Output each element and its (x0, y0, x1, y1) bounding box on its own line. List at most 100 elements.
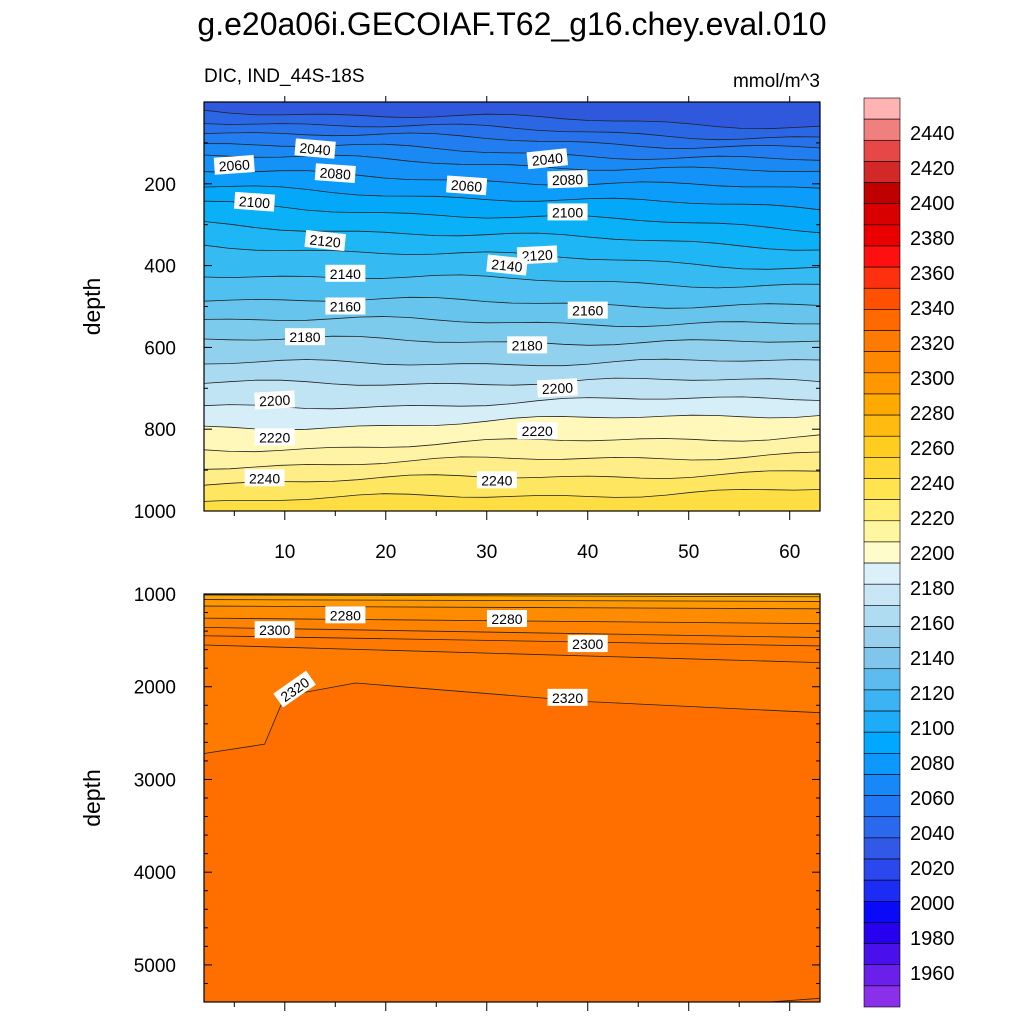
contour-label-text: 2180 (289, 329, 320, 345)
colorbar-box (863, 647, 901, 670)
contour-line-2310 (204, 644, 820, 664)
y-tick-label: 600 (144, 338, 176, 359)
contour-label-text: 2220 (259, 429, 290, 445)
contour-label-text: 2160 (572, 303, 603, 319)
x-tick-label: 10 (274, 542, 295, 563)
contour-line-2090 (204, 185, 820, 211)
contour-line-2270 (204, 599, 820, 602)
contour-label-text: 2280 (330, 607, 361, 623)
colorbar-box (863, 541, 901, 564)
colorbar-box (863, 837, 901, 860)
colorbar-box (863, 435, 901, 458)
colorbar-label: 1960 (910, 963, 955, 985)
contour-line-2150 (204, 316, 820, 328)
colorbar-label: 1980 (910, 928, 955, 950)
x-tick-label: 30 (476, 542, 497, 563)
contour-line-2080 (204, 170, 820, 189)
contour-line-2200 (204, 414, 820, 431)
contour-label-text: 2100 (238, 193, 270, 211)
contour-label-text: 2060 (450, 177, 482, 195)
contour-line-2220 (204, 451, 820, 470)
colorbar-label: 2360 (910, 263, 955, 285)
y-tick-label: 200 (144, 175, 176, 196)
contour-line-2305 (204, 635, 820, 647)
contour-label: 2120 (304, 230, 347, 252)
y-tick-label: 400 (144, 257, 176, 278)
colorbar-label: 2240 (910, 473, 955, 495)
colorbar-label: 2440 (910, 123, 955, 145)
colorbar-box (863, 330, 901, 352)
x-tick-label: 20 (375, 542, 396, 563)
colorbar-label: 2280 (910, 403, 955, 425)
colorbar-box (863, 731, 901, 754)
colorbar-box (863, 203, 901, 226)
colorbar-label: 2320 (910, 333, 955, 355)
colorbar-box (863, 161, 901, 183)
contour-label-text: 2040 (531, 150, 564, 169)
colorbar-box (863, 816, 901, 839)
contour-label-text: 2240 (249, 470, 280, 486)
colorbar-label: 2020 (910, 858, 955, 880)
colorbar-box (863, 245, 901, 268)
colorbar-label: 2140 (910, 648, 955, 670)
contour-label-text: 2120 (521, 247, 553, 265)
colorbar-label: 2420 (910, 158, 955, 180)
colorbar-box (863, 985, 901, 1008)
contour-label-text: 2300 (572, 636, 603, 652)
contour-line-2210 (204, 434, 820, 453)
contour-band-2240 (204, 489, 820, 511)
contour-label: 2160 (567, 301, 608, 319)
contour-label-text: 2080 (319, 165, 351, 183)
contour-line-2140 (204, 296, 820, 309)
colorbar-box (863, 583, 901, 606)
contour-label: 2300 (254, 621, 295, 639)
colorbar-label: 2340 (910, 298, 955, 320)
contour-line-2050 (204, 132, 820, 149)
contour-label-text: 2220 (522, 423, 553, 439)
colorbar-box (863, 457, 901, 479)
contour-label: 2040 (294, 138, 336, 159)
colorbar-box (863, 774, 901, 796)
y-tick-label: 1000 (134, 502, 176, 523)
contour-line-2300 (204, 626, 820, 638)
contour-label-text: 2100 (552, 204, 583, 220)
colorbar: 2440 2420 2400 2380 2360 2340 2320 2300 2280 2260… (863, 97, 955, 1008)
colorbar-label: 2080 (910, 753, 955, 775)
y-tick-label: 800 (144, 420, 176, 441)
variable-region-label: DIC, IND_44S-18S (204, 66, 365, 87)
colorbar-box (863, 922, 901, 944)
colorbar-box (863, 414, 901, 437)
colorbar-label: 2100 (910, 718, 955, 740)
contour-label-text: 2080 (552, 171, 584, 188)
units-label: mmol/m^3 (733, 71, 820, 92)
colorbar-box (863, 224, 901, 247)
colorbar-box (863, 795, 901, 818)
chart-title: g.e20a06i.GECOIAF.T62_g16.chey.eval.010 (197, 6, 826, 42)
colorbar-label: 2400 (910, 193, 955, 215)
colorbar-label: 2260 (910, 438, 955, 460)
contour-label: 2200 (254, 390, 296, 410)
contour-label: 2140 (325, 264, 366, 282)
colorbar-label: 2220 (910, 508, 955, 530)
contour-label-text: 2180 (512, 337, 543, 353)
colorbar-box (863, 287, 901, 310)
colorbar-label: 2120 (910, 683, 955, 705)
contour-label: 2160 (325, 297, 366, 315)
contour-line-2040 (204, 123, 820, 141)
contour-label: 2140 (486, 254, 528, 276)
y-tick-label: 2000 (134, 678, 176, 699)
contour-label-text: 2140 (330, 266, 361, 282)
contour-label-text: 2200 (541, 379, 573, 397)
contour-label: 2180 (507, 336, 548, 354)
contour-line-2240 (204, 488, 820, 502)
colorbar-box (863, 562, 901, 585)
contour-line-2190 (204, 396, 820, 410)
x-tick-label: 40 (577, 542, 598, 563)
colorbar-label: 2000 (910, 893, 955, 915)
y-tick-label: 5000 (134, 956, 176, 977)
contour-label: 2060 (213, 155, 255, 175)
colorbar-box (863, 626, 901, 648)
